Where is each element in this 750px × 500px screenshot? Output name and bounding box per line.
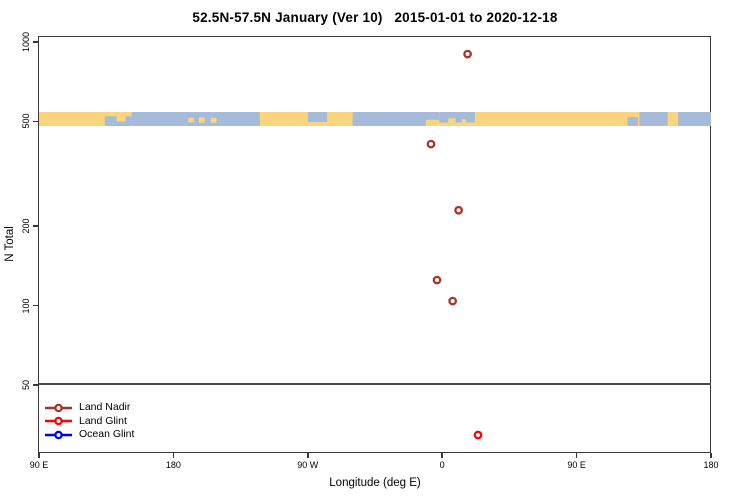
- legend-item-land-nadir: Land Nadir: [44, 401, 134, 415]
- x-tick-mark: [575, 453, 578, 458]
- map-strip-land-patch: [198, 117, 205, 123]
- legend-item-ocean-glint: Ocean Glint: [44, 428, 134, 442]
- map-strip-land-patch: [425, 119, 440, 126]
- map-strip-land-patch: [448, 118, 456, 126]
- x-tick-mark: [441, 453, 443, 458]
- x-tick-label: 0: [439, 460, 445, 470]
- data-point-land-nadir: [463, 49, 472, 59]
- map-strip-land-patch: [210, 117, 217, 123]
- map-strip-land-patch: [667, 112, 679, 126]
- map-strip-land-patch: [188, 117, 195, 123]
- y-tick-mark: [33, 120, 38, 123]
- chart-title: 52.5N-57.5N January (Ver 10) 2015-01-01 …: [192, 10, 558, 25]
- legend-label: Ocean Glint: [79, 428, 135, 440]
- legend: Land Nadir Land Glint Ocean Glint: [44, 401, 134, 442]
- x-tick-mark: [172, 453, 175, 458]
- y-tick-label: 500: [21, 113, 31, 129]
- x-tick-label: 90 W: [297, 460, 319, 470]
- y-tick-label: 200: [21, 218, 31, 234]
- data-point-land-nadir: [454, 205, 463, 215]
- x-tick-label: 180: [703, 460, 719, 470]
- map-strip-ocean-segment: [352, 112, 440, 126]
- y-tick-label: 50: [21, 379, 31, 390]
- x-tick-mark: [710, 453, 712, 458]
- y-tick-mark: [33, 304, 38, 307]
- map-strip-ocean-segment: [131, 112, 261, 126]
- axis-break-line-50: [39, 383, 711, 385]
- y-tick-mark: [33, 384, 38, 386]
- legend-item-land-glint: Land Glint: [44, 415, 134, 429]
- data-point-land-glint: [473, 430, 483, 440]
- map-strip-land-patch: [116, 115, 126, 122]
- x-axis-title: Longitude (deg E): [329, 477, 421, 489]
- legend-marker-icon: [45, 430, 72, 439]
- y-tick-label: 1000: [21, 31, 31, 53]
- world-map-strip: [39, 112, 711, 126]
- x-tick-label: 180: [165, 460, 181, 470]
- y-axis-title: N Total: [4, 226, 16, 262]
- x-tick-label: 90 E: [567, 460, 586, 470]
- data-points-layer: [426, 49, 483, 440]
- legend-label: Land Glint: [79, 414, 127, 427]
- y-tick-mark: [33, 41, 38, 43]
- x-tick-mark: [38, 453, 40, 458]
- map-strip-land-patch: [461, 119, 467, 126]
- data-point-land-nadir: [432, 275, 442, 285]
- y-tick-mark: [33, 225, 38, 227]
- data-point-land-nadir: [426, 139, 436, 149]
- x-tick-label: 90 E: [29, 460, 49, 470]
- data-point-land-nadir: [448, 296, 458, 306]
- legend-marker-icon: [45, 403, 72, 412]
- map-strip-ocean-segment: [307, 112, 328, 123]
- y-tick-label: 100: [21, 298, 31, 314]
- map-strip-ocean-segment: [627, 116, 638, 126]
- x-tick-mark: [307, 453, 309, 458]
- plot-area-border: [38, 36, 711, 453]
- legend-label: Land Nadir: [79, 401, 131, 413]
- legend-marker-icon: [45, 417, 72, 426]
